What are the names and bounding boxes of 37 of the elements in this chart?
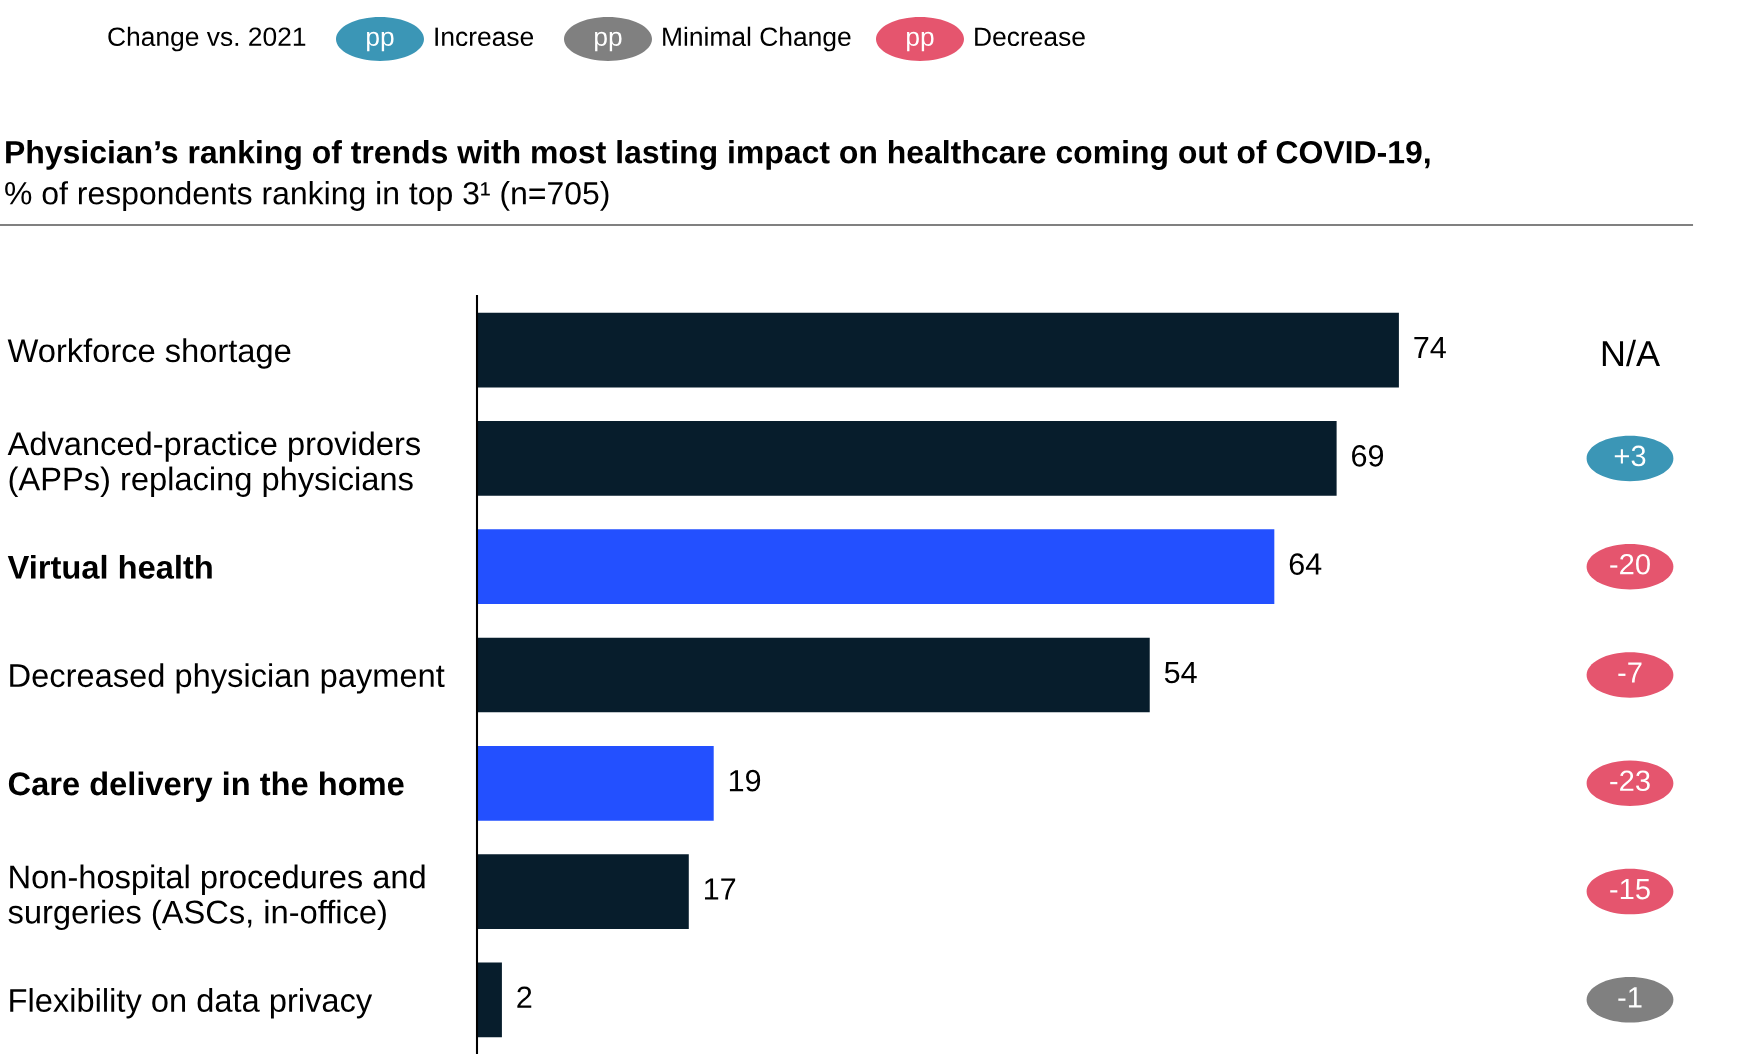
bar [477, 745, 714, 821]
data-label: 2 [517, 986, 532, 1008]
category-label: -23 [1610, 770, 1650, 792]
chart-title: Physician’s ranking of trends with most lasting impact on healthcare coming out of COVID-19, [6, 140, 1430, 170]
y-tick-label: Decreased physician payment [10, 663, 445, 694]
data-label: 69 [1352, 444, 1384, 467]
text: pp [595, 31, 622, 52]
data-label: 19 [729, 769, 761, 792]
data-label: 54 [1164, 661, 1197, 684]
category-label: Decrease [975, 27, 1085, 47]
bar [477, 529, 1275, 605]
bar [477, 312, 1399, 388]
category-label: Increase [435, 27, 534, 47]
bar [477, 854, 689, 929]
data-label: 74 [1414, 337, 1446, 359]
category-label: Minimal Change [663, 26, 851, 52]
bar [477, 962, 502, 1038]
y-tick-label: Care delivery in the home [8, 771, 404, 802]
legend-title: Change vs. 2021 [108, 26, 306, 52]
category-label: +3 [1614, 445, 1646, 467]
category-label: -20 [1610, 553, 1650, 575]
category-label: -7 [1618, 662, 1642, 683]
chart-subtitle: % of respondents ranking in top 3¹ (n=705) [5, 181, 609, 211]
text: pp [367, 31, 394, 52]
bar [477, 421, 1337, 496]
data-label: 17 [705, 878, 736, 900]
data-label: 64 [1289, 553, 1322, 575]
category-label: -15 [1610, 879, 1650, 900]
y-tick-label: Workforce shortage [7, 338, 291, 369]
y-tick-label: Non-hospital procedures and surgeries (ASCs, in-office) [8, 864, 425, 931]
y-tick-label: Virtual health [7, 554, 212, 579]
bar [477, 637, 1150, 713]
text: pp [907, 31, 934, 52]
category-label: -1 [1618, 987, 1642, 1008]
y-tick-label: Flexibility on data privacy [10, 988, 373, 1019]
y-tick-label: Advanced-practice providers (APPs) replacing physicians [7, 431, 421, 497]
category-label: N/A [1602, 339, 1661, 367]
